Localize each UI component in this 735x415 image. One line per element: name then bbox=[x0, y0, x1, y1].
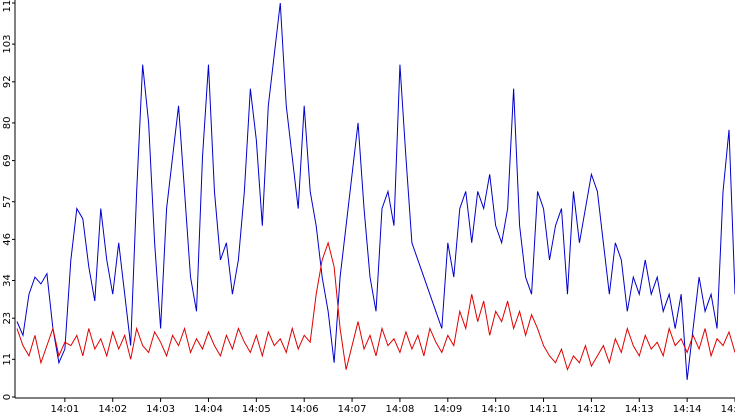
x-tick-label: 14:04 bbox=[194, 404, 223, 415]
y-tick-label: 57 bbox=[2, 195, 13, 208]
x-tick-label: 14:09 bbox=[433, 404, 462, 415]
y-tick-label: 34 bbox=[2, 274, 13, 287]
y-tick-label: 11 bbox=[2, 353, 13, 366]
x-tick-label: 14:05 bbox=[242, 404, 271, 415]
x-tick-label: 14:06 bbox=[290, 404, 319, 415]
y-tick-label: 103 bbox=[2, 35, 13, 54]
x-tick-label: 14:08 bbox=[386, 404, 415, 415]
x-tick-label: 14:03 bbox=[146, 404, 175, 415]
y-tick-label: 80 bbox=[2, 117, 13, 130]
series-line bbox=[16, 241, 735, 372]
x-tick-label: 14:12 bbox=[577, 404, 606, 415]
series-line bbox=[16, 2, 735, 380]
y-tick-label: 92 bbox=[2, 75, 13, 88]
x-tick-label: 14:01 bbox=[50, 404, 79, 415]
x-tick-label: 14:14 bbox=[673, 404, 702, 415]
y-tick-label: 0 bbox=[2, 394, 13, 400]
y-tick-label: 23 bbox=[2, 312, 13, 325]
y-tick-label: 69 bbox=[2, 154, 13, 167]
x-tick-label: 14:11 bbox=[529, 404, 558, 415]
x-tick-label: 14:10 bbox=[481, 404, 510, 415]
x-tick-label: 14:07 bbox=[338, 404, 367, 415]
y-tick-label: 115 bbox=[2, 0, 13, 13]
x-tick-label: 14:02 bbox=[98, 404, 127, 415]
x-tick-label: 14:13 bbox=[625, 404, 654, 415]
x-tick-label: 14:15 bbox=[721, 404, 735, 415]
y-tick-label: 46 bbox=[2, 233, 13, 246]
